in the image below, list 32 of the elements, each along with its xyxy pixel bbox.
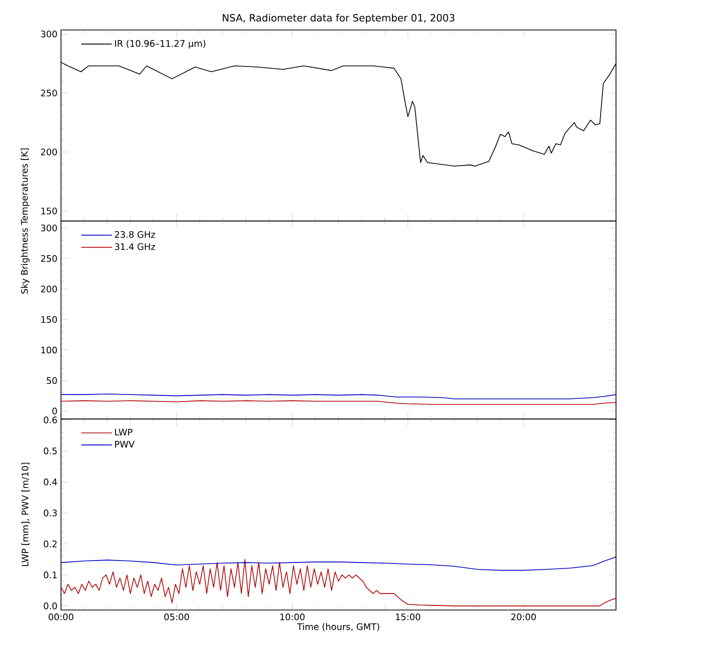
- legend-label: PWV: [115, 440, 135, 448]
- y-tick-label: 0.2: [44, 540, 57, 548]
- y-axis-title: Sky Brightness Temperatures [K]: [20, 148, 30, 294]
- y-axis-title: LWP [mm], PWV [m/10]: [21, 462, 30, 566]
- legend-label: 31.4 GHz: [114, 243, 156, 250]
- y-tick-label: 300: [41, 30, 57, 38]
- y-tick-label: 250: [41, 255, 57, 262]
- y-tick-label: 0: [52, 408, 57, 414]
- y-tick-label: 200: [41, 286, 57, 292]
- y-tick-label: 150: [41, 208, 57, 214]
- y-tick-label: 150: [41, 316, 57, 323]
- y-tick-label: 200: [41, 148, 57, 156]
- x-axis-title: Time (hours, GMT): [297, 623, 380, 632]
- y-tick-label: 50: [46, 377, 57, 384]
- y-tick-label: 0.3: [44, 510, 57, 516]
- x-tick-label: 05:00: [164, 614, 189, 620]
- y-tick-label: 0.4: [44, 478, 57, 486]
- x-tick-label: 15:00: [396, 614, 420, 620]
- x-tick-label: 10:00: [280, 614, 305, 620]
- y-tick-label: 300: [41, 224, 57, 232]
- y-tick-label: 100: [41, 346, 57, 354]
- legend-label: 23.8 GHz: [114, 231, 156, 238]
- y-tick-label: 0.6: [44, 416, 57, 424]
- y-tick-label: 250: [41, 90, 57, 96]
- chart-title: NSA, Radiometer data for September 01, 2003: [222, 14, 454, 24]
- y-tick-label: 0.1: [44, 572, 57, 578]
- legend-label: LWP: [115, 428, 132, 436]
- y-tick-label: 0.5: [44, 448, 57, 454]
- y-tick-label: 0.0: [44, 602, 57, 610]
- x-tick-label: 20:00: [511, 614, 536, 620]
- legend-label: IR (10.96–11.27 μm): [115, 40, 206, 49]
- x-tick-label: 00:00: [48, 614, 74, 620]
